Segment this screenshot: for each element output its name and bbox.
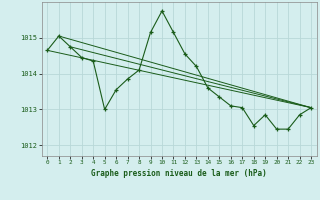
X-axis label: Graphe pression niveau de la mer (hPa): Graphe pression niveau de la mer (hPa) xyxy=(91,169,267,178)
